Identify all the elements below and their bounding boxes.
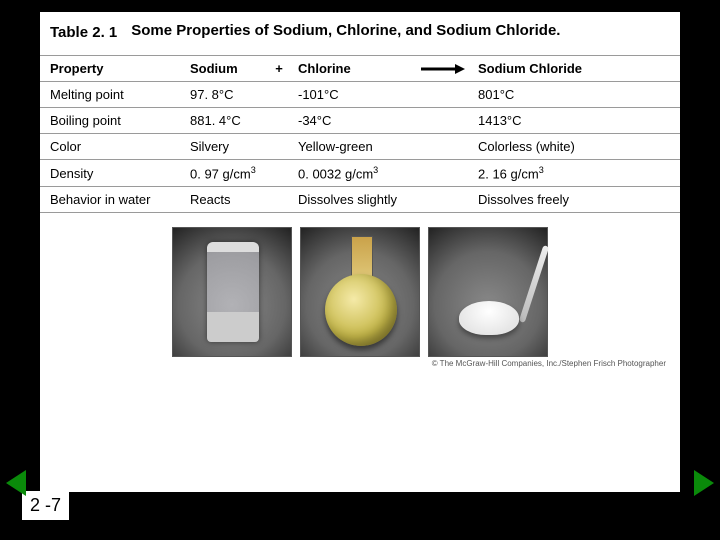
cell-chlorine: Dissolves slightly — [288, 187, 468, 213]
density-value: 0. 0032 g/cm — [298, 166, 373, 181]
slide: Table 2. 1 Some Properties of Sodium, Ch… — [40, 12, 680, 492]
col-property: Property — [40, 56, 180, 82]
col-chlorine: Chlorine — [288, 56, 418, 82]
cell-chlorine: 0. 0032 g/cm3 — [288, 160, 468, 187]
cell-chlorine: -101°C — [288, 82, 468, 108]
substance-images — [40, 227, 680, 357]
col-sodium: Sodium — [180, 56, 270, 82]
cell-property: Melting point — [40, 82, 180, 108]
next-slide-button[interactable] — [694, 470, 714, 496]
sodium-photo — [172, 227, 292, 357]
table-row: Color Silvery Yellow-green Colorless (wh… — [40, 134, 680, 160]
table-row: Behavior in water Reacts Dissolves sligh… — [40, 187, 680, 213]
cell-chlorine: Yellow-green — [288, 134, 468, 160]
sodium-chloride-photo — [428, 227, 548, 357]
cell-chloride: Colorless (white) — [468, 134, 680, 160]
cell-sodium: 0. 97 g/cm3 — [180, 160, 288, 187]
table-caption: Table 2. 1 Some Properties of Sodium, Ch… — [40, 12, 680, 55]
cell-property: Color — [40, 134, 180, 160]
cell-sodium: 881. 4°C — [180, 108, 288, 134]
cell-property: Density — [40, 160, 180, 187]
density-unit-sup: 3 — [539, 165, 544, 175]
cell-chloride: Dissolves freely — [468, 187, 680, 213]
cell-chlorine: -34°C — [288, 108, 468, 134]
table-title: Some Properties of Sodium, Chlorine, and… — [131, 22, 560, 41]
table-row: Boiling point 881. 4°C -34°C 1413°C — [40, 108, 680, 134]
density-unit-sup: 3 — [251, 165, 256, 175]
table-row: Density 0. 97 g/cm3 0. 0032 g/cm3 2. 16 … — [40, 160, 680, 187]
density-unit-sup: 3 — [373, 165, 378, 175]
cell-sodium: Silvery — [180, 134, 288, 160]
density-value: 2. 16 g/cm — [478, 166, 539, 181]
plus-symbol: + — [270, 56, 288, 82]
cell-chloride: 1413°C — [468, 108, 680, 134]
col-chloride: Sodium Chloride — [468, 56, 680, 82]
table-header-row: Property Sodium + Chlorine Sodium Chlori… — [40, 56, 680, 82]
table-row: Melting point 97. 8°C -101°C 801°C — [40, 82, 680, 108]
chlorine-photo — [300, 227, 420, 357]
cell-sodium: Reacts — [180, 187, 288, 213]
table-number: Table 2. 1 — [50, 22, 117, 41]
reaction-arrow-icon — [418, 56, 468, 82]
cell-chloride: 2. 16 g/cm3 — [468, 160, 680, 187]
density-value: 0. 97 g/cm — [190, 166, 251, 181]
prev-slide-button[interactable] — [6, 470, 26, 496]
cell-property: Boiling point — [40, 108, 180, 134]
cell-property: Behavior in water — [40, 187, 180, 213]
properties-table: Property Sodium + Chlorine Sodium Chlori… — [40, 55, 680, 213]
page-number: 2 -7 — [22, 491, 69, 520]
cell-chloride: 801°C — [468, 82, 680, 108]
cell-sodium: 97. 8°C — [180, 82, 288, 108]
photo-credit: © The McGraw-Hill Companies, Inc./Stephe… — [40, 357, 680, 368]
